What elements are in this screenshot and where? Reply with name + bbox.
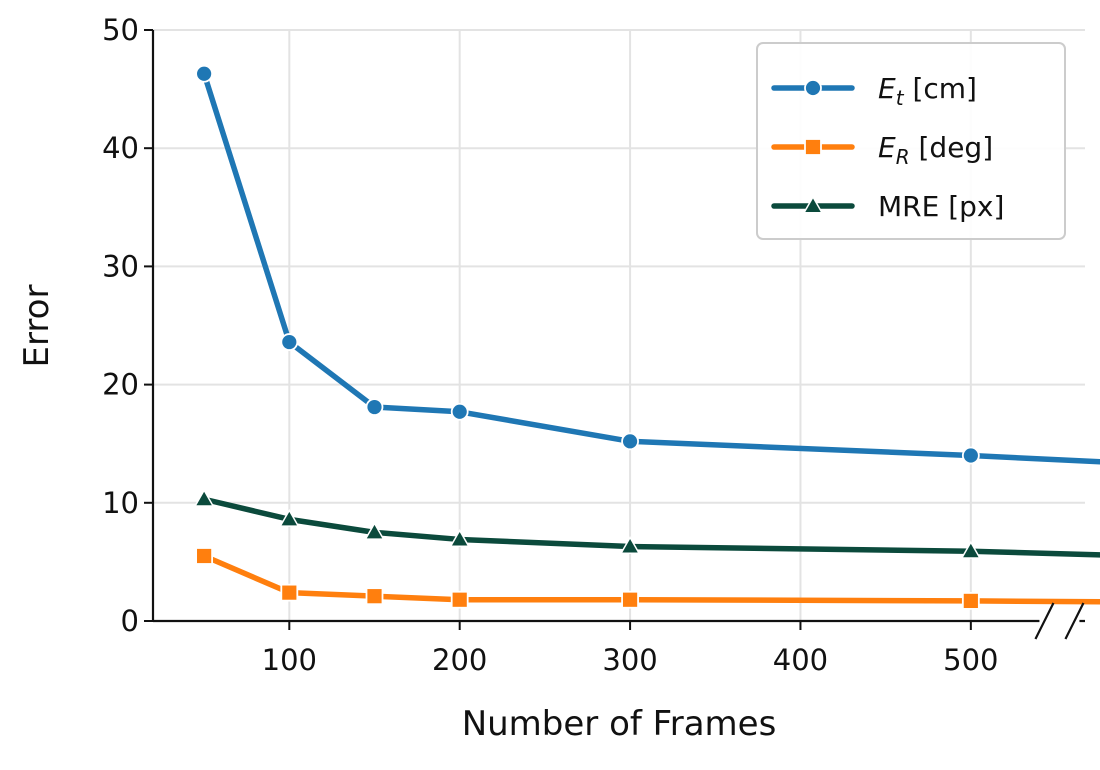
x-tick-label-200: 200 xyxy=(432,643,487,677)
legend-marker-0 xyxy=(804,79,822,97)
legend: Et [cm] ER [deg] MRE [px] xyxy=(756,42,1066,240)
axis-break-mark-left xyxy=(1034,602,1055,640)
data-point-1-0 xyxy=(195,547,214,565)
axis-break xyxy=(1034,602,1085,640)
x-axis-title: Number of Frames xyxy=(462,704,777,744)
data-point-0-4 xyxy=(621,432,639,451)
data-point-1-5 xyxy=(961,592,980,610)
series-2 xyxy=(193,488,1100,559)
x-tick-label-100: 100 xyxy=(262,643,317,677)
axes: 01020304050100200300400500All xyxy=(102,13,1085,677)
series-0 xyxy=(195,64,1100,465)
y-tick-label-50: 50 xyxy=(102,13,139,47)
x-tick-label-500: 500 xyxy=(943,643,998,677)
data-point-2-1 xyxy=(279,508,300,527)
legend-label-2: MRE [px] xyxy=(878,190,1004,223)
legend-marker-1 xyxy=(804,138,822,156)
y-tick-label-0: 0 xyxy=(121,604,139,638)
legend-box xyxy=(756,42,1066,240)
series-1 xyxy=(195,547,1100,610)
legend-marker-2 xyxy=(802,195,824,214)
y-tick-label-30: 30 xyxy=(102,249,139,283)
series-group xyxy=(193,64,1100,610)
data-point-2-4 xyxy=(619,536,641,555)
data-point-2-0 xyxy=(193,488,215,507)
y-tick-label-10: 10 xyxy=(102,486,139,520)
data-point-0-2 xyxy=(365,398,384,416)
data-point-1-4 xyxy=(621,590,639,609)
y-tick-label-40: 40 xyxy=(102,131,139,165)
data-point-2-3 xyxy=(449,528,470,547)
series-line-2 xyxy=(201,496,1100,558)
axis-break-gap xyxy=(1039,617,1080,625)
legend-label-1: ER [deg] xyxy=(878,131,993,169)
data-point-0-1 xyxy=(280,333,299,351)
axis-break-mark-right xyxy=(1064,602,1085,640)
data-point-0-0 xyxy=(195,64,214,83)
data-point-2-5 xyxy=(960,540,982,559)
y-axis-title: Error xyxy=(17,285,57,368)
data-point-1-2 xyxy=(365,587,384,606)
y-tick-label-20: 20 xyxy=(102,368,139,402)
data-point-0-5 xyxy=(961,446,980,465)
x-tick-label-300: 300 xyxy=(602,643,657,677)
x-tick-label-400: 400 xyxy=(773,643,828,677)
data-point-1-1 xyxy=(280,583,299,602)
data-point-2-2 xyxy=(364,521,385,540)
legend-label-0: Et [cm] xyxy=(878,72,977,110)
data-point-0-3 xyxy=(450,402,469,421)
data-point-1-3 xyxy=(450,590,469,609)
